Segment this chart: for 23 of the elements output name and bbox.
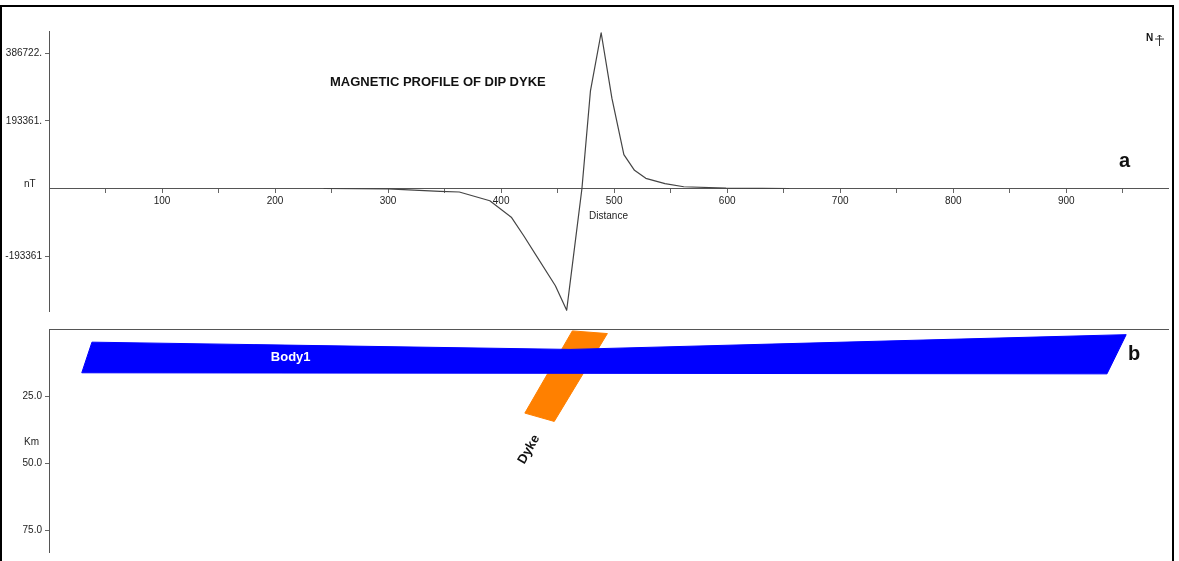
y-axis-title: Km	[24, 436, 39, 448]
annotation: b	[1128, 342, 1141, 365]
x-tick-label: 100	[153, 195, 171, 207]
x-tick-label: 600	[718, 195, 736, 207]
y-tick-label: -193361	[5, 249, 43, 261]
x-tick-label: 800	[944, 195, 963, 207]
x-tick-label: 300	[379, 195, 397, 207]
x-tick-label: 500	[605, 195, 623, 207]
x-tick-label: 900	[1057, 195, 1076, 207]
y-tick-label: 193361.	[5, 114, 42, 126]
y-tick-label: 25.0	[22, 389, 43, 401]
x-axis-title: Distance	[589, 210, 629, 222]
x-tick-label: 200	[266, 195, 284, 207]
series-label: Body1	[270, 348, 311, 364]
annotation: N	[1146, 32, 1154, 43]
text: MAGNETIC PROFILE OF DIP DYKE	[330, 74, 546, 89]
y-tick-label: 50.0	[22, 457, 43, 469]
y-axis-title: nT	[24, 178, 36, 190]
y-tick-label: 386722.	[5, 46, 42, 58]
y-tick-label: 75.0	[22, 524, 43, 536]
x-tick-label: 700	[831, 195, 849, 207]
annotation: a	[1119, 149, 1131, 172]
x-tick-label: 400	[492, 195, 510, 207]
